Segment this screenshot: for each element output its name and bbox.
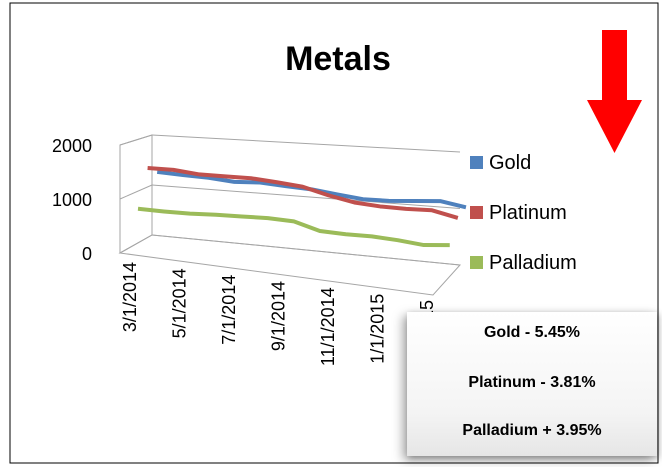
legend-label-gold: Gold <box>489 152 531 174</box>
x-tick-label: 11/1/2014 <box>318 287 338 366</box>
y-tick-label: 0 <box>82 244 92 264</box>
series-platinum <box>147 165 459 220</box>
series-palladium <box>137 206 450 248</box>
x-tick-label: 5/1/2014 <box>170 268 190 338</box>
gridline-side <box>119 184 153 200</box>
legend-label-palladium: Palladium <box>489 252 577 274</box>
callout-gold: Gold - 5.45% <box>483 324 581 341</box>
gridline-side <box>119 134 153 146</box>
y-axis-ticks: 0 1000 2000 <box>52 136 92 264</box>
legend-swatch-gold <box>470 156 483 169</box>
gridline <box>151 234 461 266</box>
x-tick-label: 7/1/2014 <box>219 275 239 345</box>
gridline-side <box>119 234 153 254</box>
series-layer <box>137 165 467 248</box>
x-tick-label: 3/1/2014 <box>120 262 140 332</box>
legend-label-platinum: Platinum <box>489 202 567 224</box>
red-down-arrow-icon <box>587 30 642 153</box>
legend-swatch-palladium <box>470 256 483 269</box>
callout-palladium: Palladium + 3.95% <box>462 422 602 439</box>
callout-platinum: Platinum - 3.81% <box>468 374 596 391</box>
legend-swatch-platinum <box>470 206 483 219</box>
chart-title: Metals <box>285 40 391 78</box>
x-tick-label: 1/1/2015 <box>368 294 388 364</box>
legend: Gold Platinum Palladium <box>470 152 577 274</box>
x-tick-label: 9/1/2014 <box>269 281 289 351</box>
grid-layer <box>118 134 462 296</box>
gridline <box>151 134 461 153</box>
y-tick-label: 1000 <box>52 190 92 210</box>
percent-change-callout: Gold - 5.45% Platinum - 3.81% Palladium … <box>407 312 657 456</box>
gridline <box>151 184 461 209</box>
y-tick-label: 2000 <box>52 136 92 156</box>
